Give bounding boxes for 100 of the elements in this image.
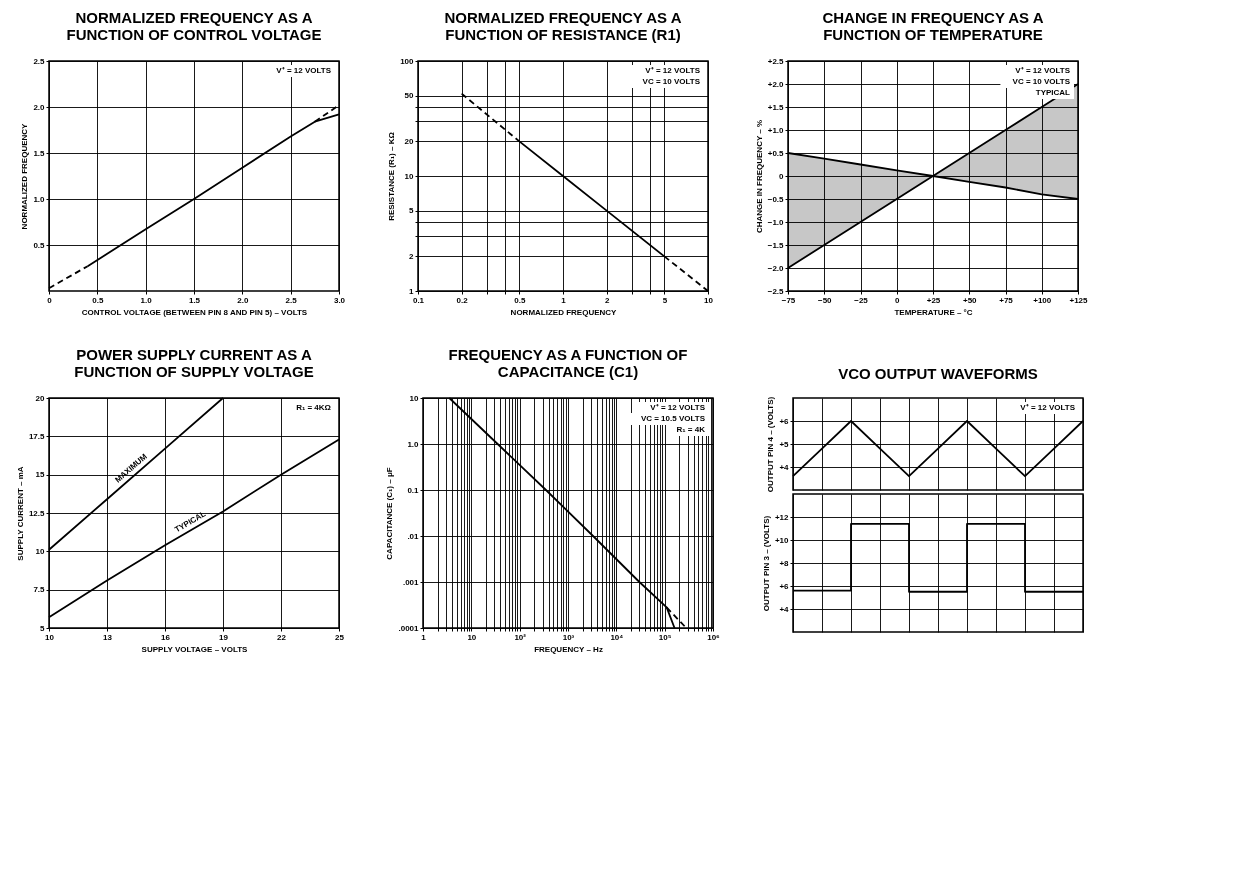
- y-tick-label: 10: [35, 546, 46, 556]
- y-tick-label: −2.5: [767, 286, 785, 296]
- y-tick-label: +6: [779, 416, 790, 426]
- x-tick-label: 1: [421, 632, 427, 642]
- x-tick-label: 13: [103, 632, 113, 642]
- x-tick-label: 5: [662, 295, 668, 305]
- annotation: V⁺ = 12 VOLTS: [1015, 66, 1071, 75]
- y-axis-title: OUTPUT PIN 3 – (VOLTS): [761, 515, 771, 612]
- x-tick-label: 0: [47, 295, 53, 305]
- y-tick-label: +2.5: [767, 56, 785, 66]
- x-tick-label: 2.0: [237, 295, 249, 305]
- x-axis-title: CONTROL VOLTAGE (BETWEEN PIN 8 AND PIN 5) – VOLTS: [81, 307, 308, 317]
- y-tick-label: −1.0: [767, 217, 785, 227]
- annotation: V⁺ = 12 VOLTS: [1020, 403, 1076, 412]
- x-tick-label: 22: [277, 632, 287, 642]
- annotation: R₁ = 4K: [676, 425, 706, 434]
- x-tick-label: +75: [999, 295, 1014, 305]
- y-tick-label: 15: [35, 470, 46, 480]
- y-tick-label: −1.5: [767, 240, 785, 250]
- y-tick-label: 10: [404, 171, 415, 181]
- chart-title: NORMALIZED FREQUENCY AS A FUNCTION OF CONTROL VOLTAGE: [66, 9, 322, 43]
- y-tick-label: 10: [409, 393, 420, 403]
- chart-title: CHANGE IN FREQUENCY AS A FUNCTION OF TEMPERATURE: [822, 9, 1044, 43]
- y-tick-label: 2: [409, 251, 415, 261]
- x-axis-title: SUPPLY VOLTAGE – VOLTS: [141, 644, 249, 654]
- y-tick-label: 50: [404, 91, 415, 101]
- chart-title: FREQUENCY AS A FUNCTION OF CAPACITANCE (C1): [448, 346, 688, 380]
- x-tick-label: 16: [161, 632, 171, 642]
- y-tick-label: 20: [404, 136, 415, 146]
- y-tick-label: 1.0: [33, 194, 46, 204]
- x-tick-label: 10⁶: [707, 632, 721, 642]
- x-tick-label: 0.5: [514, 295, 526, 305]
- y-tick-label: 100: [400, 56, 415, 66]
- y-tick-label: +0.5: [767, 148, 785, 158]
- x-tick-label: −75: [781, 295, 796, 305]
- y-tick-label: 0: [779, 171, 785, 181]
- y-axis-title: SUPPLY CURRENT – mA: [15, 466, 25, 561]
- x-tick-label: 1.5: [188, 295, 201, 305]
- x-tick-label: 0: [895, 295, 901, 305]
- x-axis-title: TEMPERATURE – °C: [894, 307, 973, 317]
- x-axis-title: FREQUENCY – Hz: [534, 644, 603, 654]
- x-tick-label: 0.2: [456, 295, 469, 305]
- x-tick-label: +125: [1069, 295, 1089, 305]
- x-tick-label: 10: [704, 295, 714, 305]
- y-axis-title: OUTPUT PIN 4 – (VOLTS): [766, 396, 776, 493]
- x-tick-label: 10²: [514, 632, 527, 642]
- y-tick-label: 0.1: [407, 485, 420, 495]
- y-tick-label: −0.5: [767, 194, 785, 204]
- x-tick-label: 1: [561, 295, 567, 305]
- x-tick-label: 2.5: [285, 295, 298, 305]
- x-tick-label: 10⁵: [658, 632, 672, 642]
- x-tick-label: −25: [854, 295, 869, 305]
- y-tick-label: .001: [402, 577, 420, 587]
- x-tick-label: 10: [45, 632, 55, 642]
- x-tick-label: +25: [926, 295, 941, 305]
- x-tick-label: 10⁴: [610, 632, 624, 642]
- y-tick-label: 17.5: [28, 431, 46, 441]
- y-axis-title: NORMALIZED FREQUENCY: [20, 122, 30, 230]
- chart-title: POWER SUPPLY CURRENT AS A FUNCTION OF SUPPLY VOLTAGE: [74, 346, 314, 380]
- y-tick-label: +4: [779, 462, 790, 472]
- chart-title: NORMALIZED FREQUENCY AS A FUNCTION OF RESISTANCE (R1): [444, 9, 682, 43]
- y-tick-label: +1.0: [767, 125, 785, 135]
- y-tick-label: 1.5: [33, 148, 46, 158]
- annotation: V⁺ = 12 VOLTS: [650, 403, 706, 412]
- annotation: VC = 10 VOLTS: [642, 77, 701, 86]
- annotation: VC = 10.5 VOLTS: [640, 414, 706, 423]
- y-tick-label: 0.5: [33, 240, 46, 250]
- y-tick-label: .0001: [398, 623, 420, 633]
- y-tick-label: +4: [779, 604, 790, 614]
- annotation: TYPICAL: [1035, 88, 1071, 97]
- y-tick-label: −2.0: [767, 263, 785, 273]
- y-tick-label: 2.0: [33, 102, 46, 112]
- y-tick-label: +10: [774, 535, 790, 545]
- y-tick-label: +1.5: [767, 102, 785, 112]
- x-tick-label: +50: [962, 295, 978, 305]
- y-tick-label: 2.5: [33, 56, 46, 66]
- y-tick-label: 12.5: [28, 508, 46, 518]
- x-tick-label: 10: [467, 632, 477, 642]
- y-tick-label: 5: [409, 206, 415, 216]
- y-tick-label: .01: [407, 531, 420, 541]
- y-axis-title: CAPACITANCE (C₁) – μF: [385, 467, 395, 560]
- y-tick-label: +5: [779, 439, 790, 449]
- y-tick-label: 7.5: [33, 585, 46, 595]
- x-tick-label: +100: [1033, 295, 1052, 305]
- y-tick-label: +12: [774, 512, 790, 522]
- x-tick-label: 3.0: [333, 295, 346, 305]
- y-tick-label: 1: [409, 286, 415, 296]
- y-axis-title: CHANGE IN FREQUENCY – %: [754, 119, 764, 234]
- y-tick-label: +6: [779, 581, 790, 591]
- y-tick-label: +2.0: [767, 79, 785, 89]
- x-tick-label: −50: [817, 295, 833, 305]
- y-tick-label: 1.0: [407, 439, 420, 449]
- y-tick-label: 20: [35, 393, 46, 403]
- annotation: V⁺ = 12 VOLTS: [645, 66, 701, 75]
- x-tick-label: 0.5: [92, 295, 104, 305]
- y-tick-label: 5: [40, 623, 46, 633]
- annotation: V⁺ = 12 VOLTS: [276, 66, 332, 75]
- x-tick-label: 19: [219, 632, 229, 642]
- y-axis-title: RESISTANCE (R₁) – KΩ: [387, 131, 397, 221]
- annotation: R₁ = 4KΩ: [296, 403, 332, 412]
